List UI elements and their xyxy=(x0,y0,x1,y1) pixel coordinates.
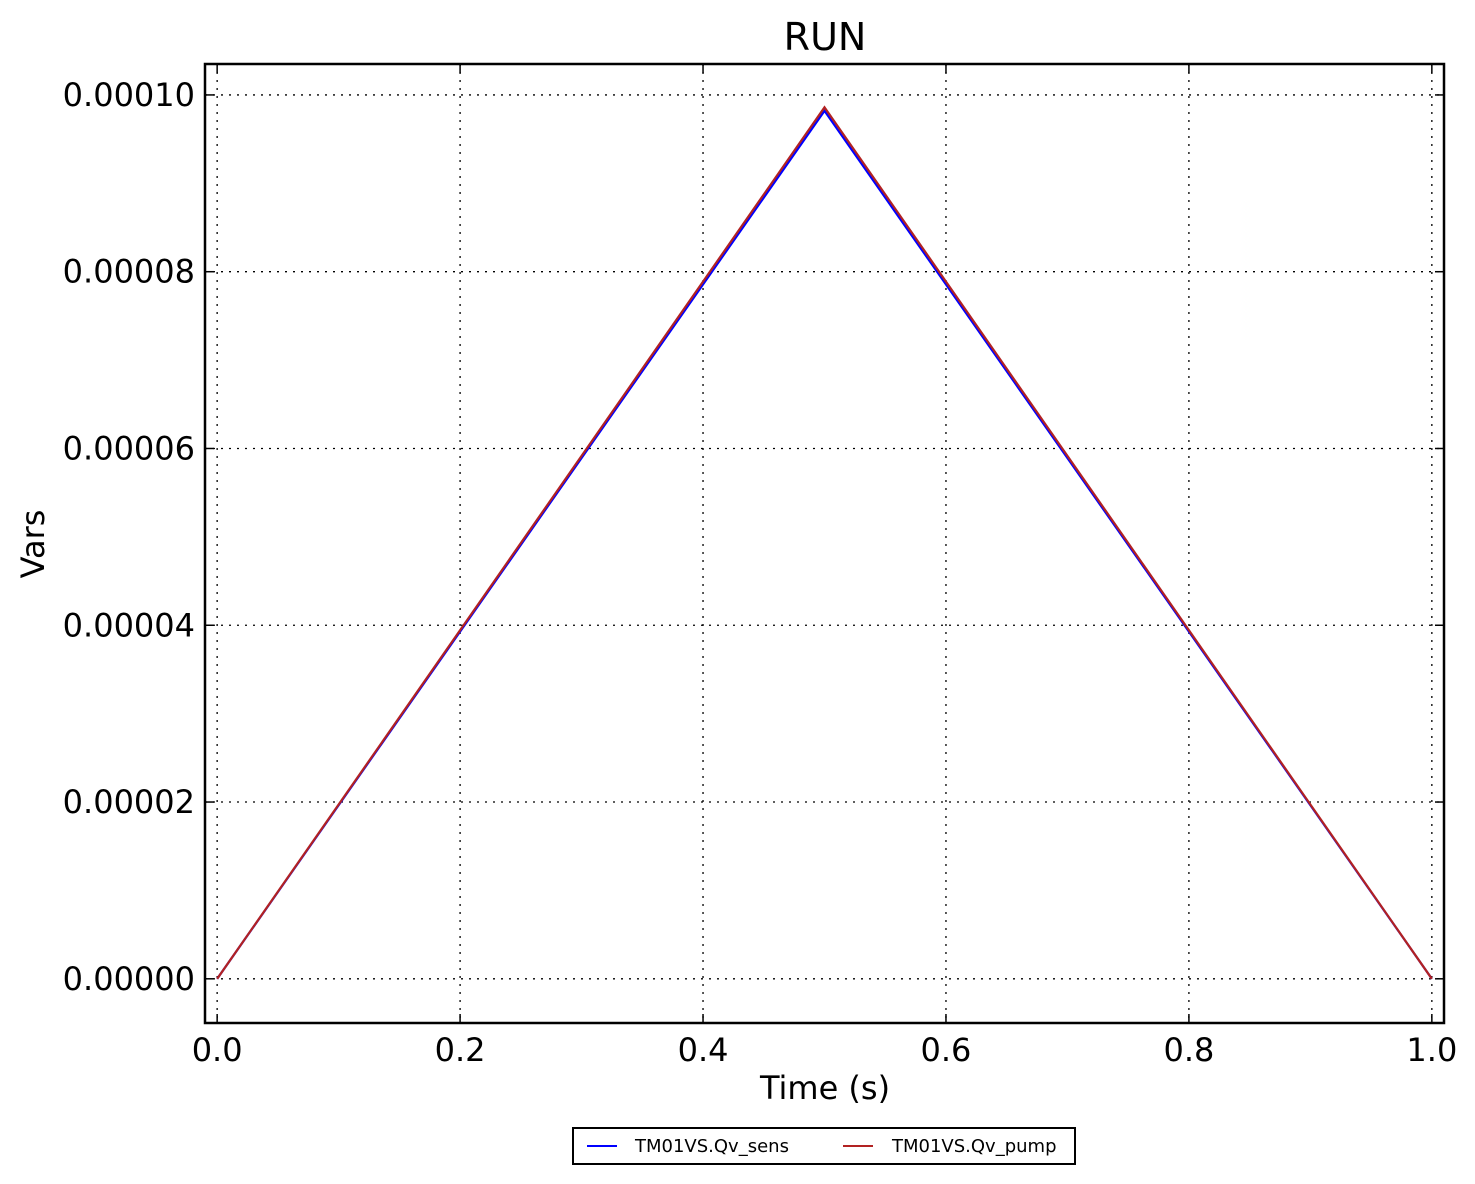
x-axis-label: Time (s) xyxy=(759,1069,890,1107)
y-tick-label: 0.00000 xyxy=(63,960,195,998)
x-tick-label: 1.0 xyxy=(1406,1031,1457,1069)
x-tick-label: 0.4 xyxy=(678,1031,729,1069)
y-tick-label: 0.00002 xyxy=(63,783,195,821)
series-line-qv-pump xyxy=(216,105,1433,980)
legend: TM01VS.Qv_sens TM01VS.Qv_pump xyxy=(572,1127,1076,1165)
x-tick-label: 0.8 xyxy=(1163,1031,1214,1069)
x-tick-label: 0.6 xyxy=(921,1031,972,1069)
y-tick-label: 0.00004 xyxy=(63,606,195,644)
x-tick-label: 0.2 xyxy=(435,1031,486,1069)
y-tick-label: 0.00008 xyxy=(63,253,195,291)
legend-label-qv-pump: TM01VS.Qv_pump xyxy=(891,1136,1057,1157)
series-layer xyxy=(216,105,1433,980)
grid-layer xyxy=(205,64,1444,1023)
chart-title: RUN xyxy=(784,15,867,59)
plot-frame xyxy=(203,62,1446,1025)
legend-label-qv-sens: TM01VS.Qv_sens xyxy=(634,1136,789,1157)
tick-layer: 0.0 0.2 0.4 0.6 0.8 1.0 0.00000 0.00002 0.00004 0… xyxy=(63,64,1457,1069)
legend-box xyxy=(572,1127,1076,1165)
y-tick-label: 0.00006 xyxy=(63,429,195,467)
x-tick-label: 0.0 xyxy=(192,1031,243,1069)
y-axis-label: Vars xyxy=(14,510,52,579)
y-tick-label: 0.00010 xyxy=(63,76,195,114)
